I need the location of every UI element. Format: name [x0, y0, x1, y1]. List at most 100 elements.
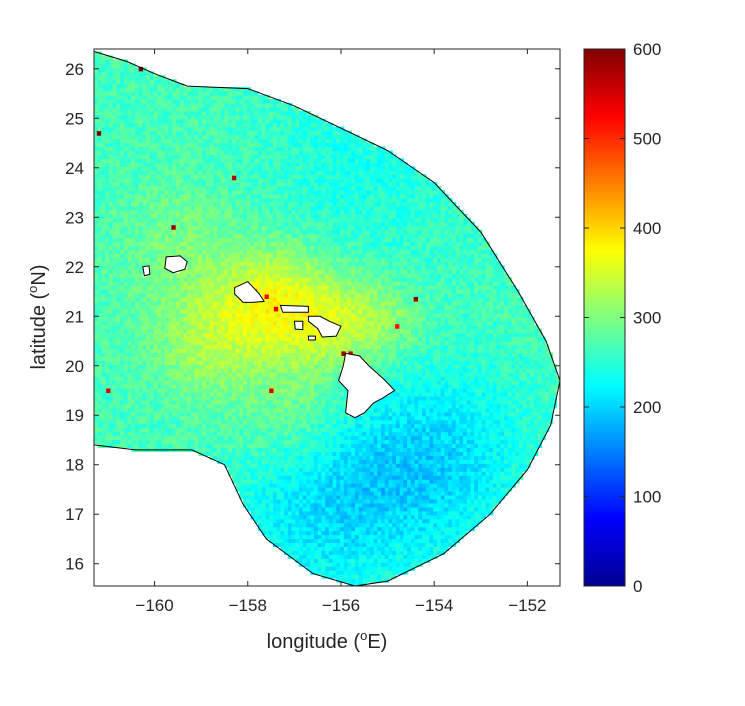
heatmap-cell: [157, 205, 162, 211]
heatmap-cell: [183, 237, 188, 243]
heatmap-cell: [250, 158, 255, 163]
heatmap-cell: [97, 106, 103, 112]
heatmap-cell: [198, 87, 203, 92]
heatmap-cell: [265, 391, 270, 397]
heatmap-cell: [235, 194, 240, 199]
heatmap-cell: [172, 380, 177, 385]
heatmap-cell: [172, 399, 177, 405]
heatmap-cell: [172, 395, 177, 401]
heatmap-cell: [190, 114, 196, 120]
heatmap-cell: [209, 158, 214, 163]
heatmap-cell: [239, 277, 244, 282]
heatmap-cell: [246, 225, 252, 231]
heatmap-cell: [209, 194, 214, 199]
heatmap-cell: [258, 209, 263, 215]
heatmap-cell: [235, 296, 240, 302]
heatmap-cell: [250, 356, 255, 361]
heatmap-cell: [112, 63, 117, 68]
heatmap-cell: [280, 289, 285, 294]
heatmap-cell: [190, 122, 196, 128]
heatmap-cell: [239, 372, 244, 377]
heatmap-cell: [146, 162, 151, 167]
heatmap-cell: [108, 178, 114, 183]
heatmap-cell: [105, 201, 110, 207]
heatmap-cell: [105, 265, 110, 270]
heatmap-cell: [161, 364, 166, 369]
heatmap-cell: [187, 320, 192, 326]
heatmap-cell: [258, 328, 263, 334]
heatmap-cell: [272, 479, 278, 484]
heatmap-cell: [123, 376, 129, 381]
heatmap-cell: [127, 348, 132, 353]
heatmap-cell: [239, 316, 244, 322]
heatmap-cell: [246, 463, 252, 468]
heatmap-cell: [272, 253, 278, 258]
heatmap-cell: [202, 130, 207, 136]
heatmap-cell: [135, 178, 140, 183]
heatmap-cell: [194, 360, 199, 365]
heatmap-cell: [209, 122, 214, 128]
heatmap-cell: [209, 352, 214, 357]
heatmap-cell: [276, 364, 281, 369]
heatmap-cell: [164, 439, 170, 445]
heatmap-cell: [217, 439, 222, 445]
heatmap-cell: [239, 376, 244, 381]
heatmap-cell: [183, 186, 188, 191]
heatmap-cell: [176, 380, 181, 385]
heatmap-cell: [116, 225, 121, 231]
heatmap-cell: [164, 316, 170, 322]
heatmap-cell: [269, 312, 274, 318]
heatmap-cell: [161, 391, 166, 397]
heatmap-cell: [276, 257, 281, 262]
heatmap-cell: [231, 170, 237, 175]
heatmap-cell: [280, 419, 285, 425]
heatmap-cell: [135, 261, 140, 266]
heatmap-cell: [112, 308, 117, 314]
heatmap-cell: [246, 277, 252, 282]
heatmap-cell: [250, 399, 255, 405]
heatmap-cell: [105, 91, 110, 96]
heatmap-cell: [246, 352, 252, 357]
heatmap-cell: [179, 399, 185, 405]
heatmap-cell: [161, 158, 166, 163]
heatmap-cell: [172, 320, 177, 326]
heatmap-cell: [194, 364, 199, 369]
heatmap-cell: [183, 348, 188, 353]
heatmap-cell: [168, 213, 173, 219]
heatmap-cell: [94, 221, 99, 227]
heatmap-cell: [272, 443, 278, 449]
heatmap-cell: [105, 443, 110, 449]
heatmap-cell: [224, 106, 229, 112]
heatmap-cell: [250, 483, 255, 488]
heatmap-cell: [272, 273, 278, 278]
heatmap-cell: [161, 277, 166, 282]
heatmap-cell: [179, 360, 185, 365]
heatmap-cell: [105, 158, 110, 163]
heatmap-cell: [239, 423, 244, 429]
heatmap-cell: [217, 182, 222, 187]
heatmap-cell: [120, 296, 125, 302]
heatmap-cell: [116, 328, 121, 334]
heatmap-cell: [269, 459, 274, 464]
heatmap-cell: [217, 178, 222, 183]
heatmap-cell: [265, 118, 270, 124]
heatmap-cell: [269, 98, 274, 104]
heatmap-cell: [246, 304, 252, 310]
heatmap-cell: [157, 170, 162, 175]
heatmap-cell: [269, 150, 274, 156]
heatmap-cell: [224, 249, 229, 255]
heatmap-cell: [250, 249, 255, 255]
heatmap-cell: [153, 439, 158, 445]
heatmap-cell: [131, 83, 136, 88]
heatmap-cell: [239, 209, 244, 215]
heatmap-cell: [135, 114, 140, 120]
heatmap-cell: [243, 122, 248, 128]
heatmap-cell: [231, 166, 237, 171]
heatmap-cell: [94, 237, 99, 243]
heatmap-cell: [217, 459, 222, 464]
heatmap-cell: [149, 166, 155, 171]
heatmap-cell: [172, 102, 177, 108]
heatmap-cell: [94, 150, 99, 156]
heatmap-cell: [246, 498, 252, 504]
heatmap-cell: [239, 221, 244, 227]
